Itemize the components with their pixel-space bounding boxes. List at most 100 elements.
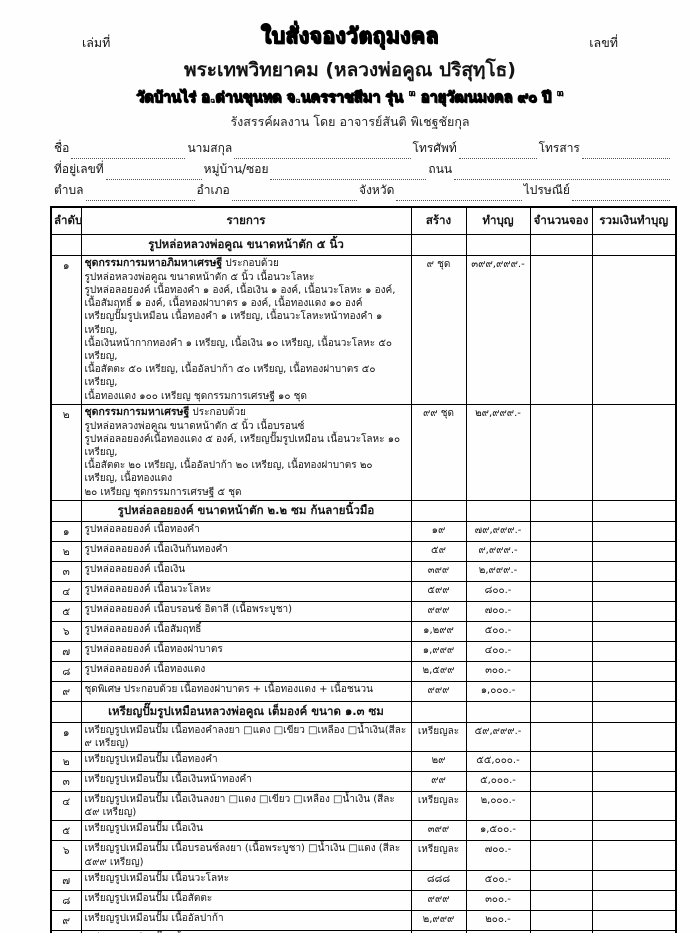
section-title: เหรียญปั๊มรูปเหมือนหลวงพ่อคูณ เต็มองค์ ข… bbox=[80, 700, 412, 723]
item-description: เหรียญรูปเหมือนปั๊ม เนื้อสัตตะ bbox=[80, 889, 412, 911]
item-description: ชุดพิเศษ ประกอบด้วย เนื้อทองฝาบาตร + เนื… bbox=[80, 680, 412, 702]
merit-price-cell: ๒๙,๙๙๙.- bbox=[465, 403, 531, 501]
item-row: ๒รูปหล่อลอยองค์ เนื้อเงินก้นทองคำ ๕๙ ๙,๙๙๙… bbox=[50, 540, 677, 562]
total-amount-cell bbox=[591, 820, 677, 842]
item-detail-line: เนื้อสัตตะ ๒๐ เหรียญ, เนื้ออัลปาก้า ๒๐ เ… bbox=[84, 460, 373, 485]
order-qty-cell bbox=[529, 403, 593, 501]
made-count-cell bbox=[410, 234, 467, 256]
temple-edition-line: วัดบ้านไร่ อ.ด่านขุนทด จ.นครราชสีมา รุ่น… bbox=[136, 90, 565, 107]
ordinal-cell: ๒ bbox=[50, 751, 82, 773]
merit-price-cell: ๑,๐๐๐.- bbox=[465, 680, 531, 702]
merit-price-cell: ๘๐๐.- bbox=[465, 580, 531, 602]
merit-price-cell: ๙,๙๙๙.- bbox=[465, 540, 531, 562]
order-qty-cell bbox=[529, 660, 593, 682]
province-fill-line bbox=[396, 185, 522, 201]
merit-price-cell: ๕๙,๙๙๙.- bbox=[465, 721, 531, 753]
item-row: ๘รูปหล่อลอยองค์ เนื้อทองแดง ๒,๕๙๙ ๓๐๐.- bbox=[50, 660, 677, 682]
total-amount-cell bbox=[591, 909, 677, 931]
phone-fill-line bbox=[458, 143, 537, 159]
total-amount-cell bbox=[591, 600, 677, 622]
road-label: ถนน bbox=[428, 162, 453, 176]
merit-price-cell bbox=[465, 234, 531, 256]
total-amount-cell bbox=[591, 620, 677, 642]
item-row: ๙เหรียญรูปเหมือนปั๊ม เนื้ออัลปาก้า ๒,๙๙๙๒… bbox=[50, 909, 677, 931]
order-qty-cell bbox=[529, 680, 593, 702]
fax-label: โทรสาร bbox=[538, 141, 580, 155]
item-detail-line: ๒๐ เหรียญ ชุดกรรมการเศรษฐี ๕ ชุด bbox=[84, 486, 242, 498]
ordinal-cell: ๔ bbox=[50, 580, 82, 602]
item-row: ๑ชุดกรรมการมหาอภิมหาเศรษฐี ประกอบด้วย รูป… bbox=[50, 255, 677, 405]
order-qty-cell bbox=[529, 869, 593, 891]
ordinal-cell bbox=[50, 499, 82, 522]
item-description: เหรียญรูปเหมือนปั๊ม เนื้อบรอนซ์ลงยา (เนื… bbox=[80, 840, 412, 871]
total-amount-cell bbox=[591, 403, 677, 501]
merit-price-cell: ๑,๕๐๐.- bbox=[465, 820, 531, 842]
order-qty-cell bbox=[529, 499, 593, 522]
total-amount-cell bbox=[591, 869, 677, 891]
ordinal-cell: ๗ bbox=[50, 640, 82, 662]
order-qty-cell bbox=[529, 600, 593, 622]
made-count-cell: ๑๙ bbox=[410, 520, 467, 542]
made-count-cell: ๘๘๘ bbox=[410, 869, 467, 891]
subdistrict-label: ตำบล bbox=[54, 183, 84, 197]
made-count-cell: ๒,๕๙๙ bbox=[410, 660, 467, 682]
section-title: รูปหล่อลอยองค์ ขนาดหน้าตัก ๒.๒ ซม ก้นลาย… bbox=[80, 499, 412, 522]
item-row: ๙ชุดพิเศษ ประกอบด้วย เนื้อทองฝาบาตร + เน… bbox=[50, 680, 677, 702]
col-total: รวมเงินทำบุญ bbox=[591, 206, 677, 235]
total-amount-cell bbox=[591, 640, 677, 662]
merit-price-cell: ๕๐๐.- bbox=[465, 869, 531, 891]
made-count-cell bbox=[410, 700, 467, 723]
merit-price-cell: ๗๐๐.- bbox=[465, 600, 531, 622]
order-qty-cell bbox=[529, 700, 593, 723]
item-description: รูปหล่อลอยองค์ เนื้อเงินก้นทองคำ bbox=[80, 540, 412, 562]
item-detail-line: รูปหล่อลอยองค์เนื้อทองแดง ๕ องค์, เหรียญ… bbox=[84, 433, 401, 458]
order-qty-cell bbox=[529, 820, 593, 842]
col-made: สร้าง bbox=[410, 206, 467, 235]
field-row-3: ตำบล อำเภอ จังหวัด ไปรษณีย์ bbox=[54, 180, 672, 201]
province-label: จังหวัด bbox=[359, 183, 395, 197]
item-description: เหรียญรูปเหมือนปั๊ม เนื้อทองคำลงยา □แดง … bbox=[80, 721, 412, 753]
merit-price-cell: ๗๐๐.- bbox=[465, 840, 531, 871]
doc-no-label: เลขที่ bbox=[589, 35, 618, 50]
ordinal-cell: ๖ bbox=[50, 840, 82, 871]
road-fill-line bbox=[454, 164, 670, 180]
order-qty-cell bbox=[529, 889, 593, 911]
item-detail-line: เนื้อทองแดง ๑๐๐ เหรียญ ชุดกรรมการเศรษฐี … bbox=[84, 390, 307, 402]
district-label: อำเภอ bbox=[196, 183, 230, 197]
made-count-cell: ๙ ชุด bbox=[410, 255, 467, 405]
merit-price-cell: ๒,๐๐๐.- bbox=[465, 791, 531, 822]
postcode-fill-line bbox=[571, 185, 670, 201]
made-count-cell: เหรียญละ bbox=[410, 721, 467, 753]
order-qty-cell bbox=[529, 540, 593, 562]
item-row: ๑เหรียญรูปเหมือนปั๊ม เนื้อทองคำลงยา □แดง… bbox=[50, 721, 677, 753]
page-title: ใบสั่งจองวัตถุมงคล bbox=[260, 23, 439, 48]
item-description: รูปหล่อลอยองค์ เนื้อสัมฤทธิ์ bbox=[80, 620, 412, 642]
item-row: ๗เหรียญรูปเหมือนปั๊ม เนื้อนวะโลหะ ๘๘๘ ๕๐๐.… bbox=[50, 869, 677, 891]
made-count-cell: ๙๙๙ bbox=[410, 680, 467, 702]
item-detail-line: รูปหล่อลอยองค์ เนื้อทองคำ ๑ องค์, เนื้อเ… bbox=[84, 285, 396, 297]
made-count-cell: ๙๙๙ bbox=[410, 600, 467, 622]
ordinal-cell: ๘ bbox=[50, 889, 82, 911]
merit-price-cell: ๗๙,๙๙๙.- bbox=[465, 520, 531, 542]
name-label: ชื่อ bbox=[54, 141, 70, 155]
order-qty-cell bbox=[529, 721, 593, 753]
total-amount-cell bbox=[591, 499, 677, 522]
item-description: ชุดกรรมการมหาเศรษฐี ประกอบด้วย รูปหล่อหลว… bbox=[80, 403, 412, 501]
item-row: ๔เหรียญรูปเหมือนปั๊ม เนื้อเงินลงยา □แดง … bbox=[50, 791, 677, 822]
total-amount-cell bbox=[591, 721, 677, 753]
order-qty-cell bbox=[529, 840, 593, 871]
ordinal-cell bbox=[50, 700, 82, 723]
subdistrict-fill-line bbox=[85, 185, 195, 201]
made-count-cell: ๑,๒๙๙ bbox=[410, 620, 467, 642]
item-row: ๒ชุดกรรมการมหาเศรษฐี ประกอบด้วย รูปหล่อหล… bbox=[50, 403, 677, 501]
item-detail-line: รูปหล่อหลวงพ่อคูณ ขนาดหน้าตัก ๕ นิ้ว เนื… bbox=[84, 420, 305, 432]
fax-fill-line bbox=[581, 143, 671, 159]
ordinal-cell: ๗ bbox=[50, 869, 82, 891]
total-amount-cell bbox=[591, 560, 677, 582]
item-row: ๘เหรียญรูปเหมือนปั๊ม เนื้อสัตตะ ๙๙๙ ๓๐๐.- bbox=[50, 889, 677, 911]
address-no-label: ที่อยู่เลขที่ bbox=[54, 162, 104, 176]
total-amount-cell bbox=[591, 660, 677, 682]
item-row: ๗รูปหล่อลอยองค์ เนื้อทองฝาบาตร ๑,๙๙๙ ๔๐๐.- bbox=[50, 640, 677, 662]
item-description: เหรียญรูปเหมือนปั๊ม เนื้อเงินหน้าทองคำ bbox=[80, 771, 412, 793]
